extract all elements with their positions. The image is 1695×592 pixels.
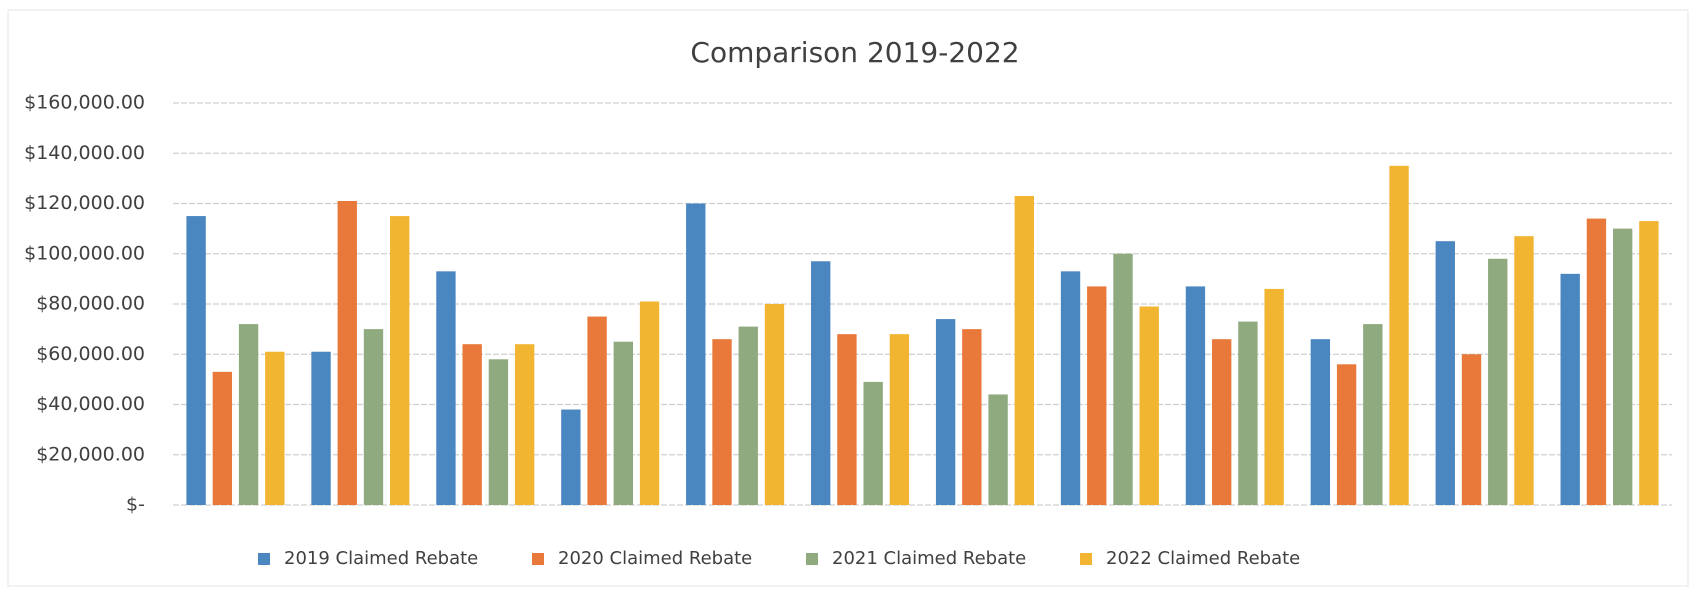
bar [488, 359, 509, 505]
bar [363, 329, 384, 505]
legend-label: 2020 Claimed Rebate [558, 548, 752, 569]
bar [1310, 339, 1331, 505]
bar [837, 334, 857, 505]
bar [1612, 228, 1633, 505]
bar [1087, 286, 1107, 505]
bar [935, 319, 956, 505]
bar [1238, 321, 1258, 505]
y-tick-label: $160,000.00 [24, 92, 145, 114]
bar [1113, 253, 1133, 505]
bar [1014, 195, 1034, 505]
bar [1514, 236, 1534, 505]
bar [1488, 258, 1508, 505]
bar [390, 216, 410, 505]
bar [1185, 286, 1206, 505]
bar [1435, 241, 1455, 505]
legend-label: 2022 Claimed Rebate [1106, 548, 1300, 569]
chart-frame [7, 9, 1689, 587]
bar [863, 381, 883, 505]
bar [1336, 364, 1357, 505]
bar [764, 304, 785, 505]
legend-swatch [258, 553, 270, 565]
bar [889, 334, 910, 505]
bar [1639, 221, 1659, 505]
y-tick-label: $140,000.00 [24, 142, 145, 164]
bar [311, 351, 331, 505]
bar [238, 324, 259, 505]
bar [337, 200, 357, 506]
bar [514, 344, 535, 505]
bar [738, 326, 758, 505]
bar [639, 301, 660, 505]
bar [1560, 273, 1580, 505]
legend-swatch [532, 553, 544, 565]
bar [1060, 271, 1081, 505]
y-tick-label: $100,000.00 [24, 242, 145, 264]
y-tick-label: $60,000.00 [36, 343, 145, 365]
legend-swatch [806, 553, 818, 565]
y-tick-label: $20,000.00 [36, 443, 145, 465]
bar [561, 409, 581, 505]
bar [1389, 165, 1409, 505]
y-tick-label: $- [126, 494, 145, 516]
bar [436, 271, 456, 505]
bar [1211, 339, 1232, 505]
bar [1461, 354, 1482, 505]
bar [186, 216, 206, 505]
legend-label: 2019 Claimed Rebate [284, 548, 478, 569]
y-tick-label: $80,000.00 [36, 293, 145, 315]
bar [613, 341, 634, 505]
bar [462, 344, 482, 505]
bar [1264, 288, 1284, 505]
bar [811, 261, 831, 505]
bar [265, 351, 285, 505]
bar [1363, 324, 1383, 505]
bar [1139, 306, 1159, 505]
bar [686, 203, 706, 505]
bar [587, 316, 607, 505]
bar [1586, 218, 1607, 505]
bar [712, 339, 732, 505]
legend-label: 2021 Claimed Rebate [832, 548, 1026, 569]
bar [988, 394, 1008, 505]
bar [962, 329, 982, 505]
legend-swatch [1080, 553, 1092, 565]
chart-title: Comparison 2019-2022 [690, 36, 1019, 69]
y-tick-label: $120,000.00 [24, 192, 145, 214]
y-tick-label: $40,000.00 [36, 393, 145, 415]
bar [212, 371, 233, 505]
